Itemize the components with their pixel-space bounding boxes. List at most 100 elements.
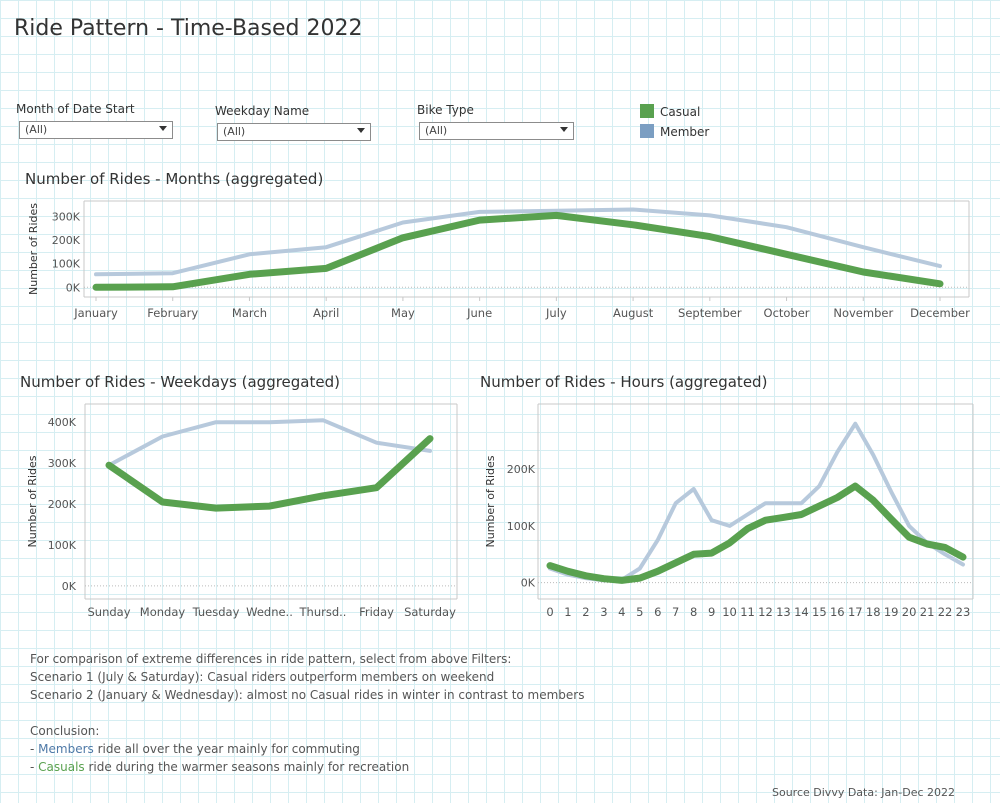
weekdays-x-tick-label: Saturday [404, 605, 456, 619]
hours-y-tick-label: 100K [507, 520, 536, 533]
hours-x-tick-label: 6 [654, 605, 661, 619]
hours-y-tick-label: 0K [521, 577, 536, 590]
weekdays-y-tick-label: 100K [48, 539, 77, 552]
filter-weekday-select[interactable]: (All) [217, 123, 371, 141]
filter-weekday-value: (All) [223, 125, 246, 138]
months-x-tick-label: November [833, 306, 893, 320]
hours-x-tick-label: 16 [830, 605, 845, 619]
legend-swatch-member [640, 124, 654, 138]
note-spacer [30, 704, 585, 722]
hours-series-member [548, 421, 965, 583]
filter-biketype-select[interactable]: (All) [419, 122, 574, 140]
members-word: Members [38, 742, 94, 756]
casuals-prefix: - [30, 760, 39, 774]
note-line-2: Scenario 1 (July & Saturday): Casual rid… [30, 670, 495, 684]
weekdays-x-tick-label: Friday [359, 605, 394, 619]
legend-item-casual[interactable]: Casual [640, 104, 700, 119]
weekdays-y-tick-label: 400K [48, 416, 77, 429]
hours-x-tick-label: 12 [758, 605, 773, 619]
months-x-tick-label: March [232, 306, 267, 320]
legend-swatch-casual [640, 104, 654, 118]
filter-month-value: (All) [25, 123, 48, 136]
filter-month-select[interactable]: (All) [19, 121, 173, 139]
hours-x-tick-label: 18 [866, 605, 881, 619]
months-x-tick-label: July [545, 306, 567, 320]
filter-month-label: Month of Date Start [16, 102, 135, 116]
months-series-member [94, 207, 942, 277]
source-note: Source Divvy Data: Jan-Dec 2022 [772, 786, 955, 799]
hours-x-tick-label: 13 [776, 605, 791, 619]
months-x-tick-label: January [73, 306, 118, 320]
months-x-tick-label: December [910, 306, 970, 320]
conclusion-members: - Members ride all over the year mainly … [30, 740, 585, 758]
hours-x-tick-label: 0 [546, 605, 553, 619]
hours-x-tick-label: 15 [812, 605, 827, 619]
months-y-tick-label: 200K [52, 234, 81, 247]
legend-label-member: Member [660, 125, 710, 139]
chevron-down-icon [560, 127, 568, 132]
hours-x-tick-label: 7 [672, 605, 679, 619]
casuals-rest: ride during the warmer seasons mainly fo… [84, 760, 410, 774]
months-x-tick-label: August [613, 306, 654, 320]
hours-x-tick-label: 3 [600, 605, 607, 619]
legend-label-casual: Casual [660, 105, 701, 119]
chevron-down-icon [357, 128, 365, 133]
weekdays-x-tick-label: Sunday [87, 605, 130, 619]
months-x-tick-label: September [678, 306, 742, 320]
months-line-chart: 0K 100K 200K 300K Number of Rides January Febr… [27, 200, 970, 320]
months-y-tick-label: 100K [52, 258, 81, 271]
weekdays-x-tick-label: Wedne.. [246, 605, 293, 619]
conclusion-heading: Conclusion: [30, 724, 100, 738]
casuals-word: Casuals [38, 760, 85, 774]
weekdays-x-tick-label: Tuesday [192, 605, 240, 619]
months-x-tick-label: October [764, 306, 810, 320]
weekdays-y-tick-label: 200K [48, 498, 77, 511]
hours-x-tick-label: 10 [722, 605, 737, 619]
members-prefix: - [30, 742, 39, 756]
hours-x-tick-label: 9 [708, 605, 715, 619]
note-line-3: Scenario 2 (January & Wednesday): almost… [30, 688, 585, 702]
hours-x-tick-label: 17 [848, 605, 863, 619]
months-x-tick-label: April [313, 306, 339, 320]
dashboard-title: Ride Pattern - Time-Based 2022 [14, 16, 363, 41]
hours-x-tick-label: 2 [582, 605, 589, 619]
months-x-tick-label: February [147, 306, 198, 320]
conclusion-casuals: - Casuals ride during the warmer seasons… [30, 758, 585, 776]
note-line-1: For comparison of extreme differences in… [30, 652, 512, 666]
weekdays-y-axis-label: Number of Rides [26, 455, 39, 547]
hours-x-tick-label: 19 [884, 605, 899, 619]
weekdays-series-member [107, 418, 432, 468]
hours-x-tick-label: 14 [794, 605, 809, 619]
weekdays-y-tick-label: 0K [62, 580, 77, 593]
filter-biketype-label: Bike Type [417, 103, 474, 117]
weekdays-series-casual [105, 435, 434, 512]
months-chart-title: Number of Rides - Months (aggregated) [25, 170, 324, 188]
hours-x-tick-label: 20 [902, 605, 917, 619]
hours-chart-title: Number of Rides - Hours (aggregated) [480, 373, 768, 391]
filter-weekday-label: Weekday Name [215, 104, 310, 118]
hours-x-tick-label: 5 [636, 605, 643, 619]
months-y-axis-label: Number of Rides [27, 203, 40, 295]
hours-x-tick-label: 1 [564, 605, 571, 619]
hours-y-axis-label: Number of Rides [484, 455, 497, 547]
weekdays-chart-title: Number of Rides - Weekdays (aggregated) [20, 373, 340, 391]
legend-item-member[interactable]: Member [640, 124, 709, 139]
hours-x-tick-label: 23 [956, 605, 971, 619]
weekdays-x-tick-label: Monday [140, 605, 186, 619]
hours-series-casual [546, 482, 967, 584]
weekdays-y-tick-label: 300K [48, 457, 77, 470]
chevron-down-icon [159, 126, 167, 131]
months-y-tick-label: 300K [52, 211, 81, 224]
months-series-casual [92, 211, 944, 291]
notes-text: For comparison of extreme differences in… [30, 650, 585, 776]
members-rest: ride all over the year mainly for commut… [93, 742, 360, 756]
months-y-tick-label: 0K [66, 281, 81, 294]
hours-x-tick-label: 4 [618, 605, 625, 619]
filter-biketype-value: (All) [425, 124, 448, 137]
hours-y-tick-label: 200K [507, 463, 536, 476]
months-x-tick-label: June [466, 306, 492, 320]
weekdays-x-tick-label: Thursd.. [299, 605, 347, 619]
hours-x-tick-label: 8 [690, 605, 697, 619]
months-x-tick-label: May [391, 306, 415, 320]
